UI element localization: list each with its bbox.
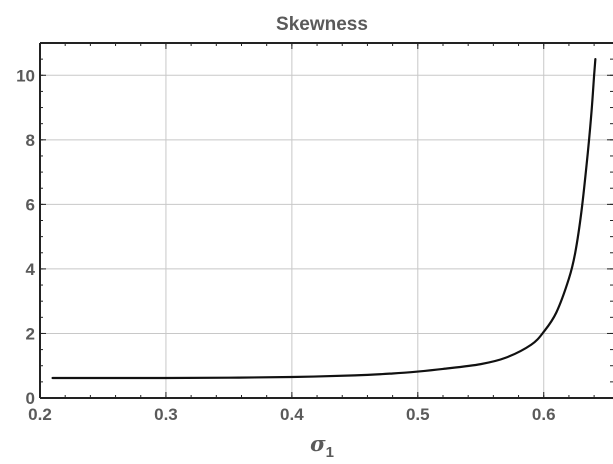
y-tick-label: 6 bbox=[26, 195, 35, 214]
y-tick-label: 2 bbox=[26, 324, 35, 343]
plot-frame bbox=[39, 42, 613, 399]
ticks bbox=[39, 42, 613, 399]
x-axis-label-main: σ bbox=[310, 431, 326, 456]
x-tick-label: 0.6 bbox=[532, 405, 556, 424]
y-tick-label: 0 bbox=[26, 389, 35, 408]
x-tick-label: 0.3 bbox=[154, 405, 178, 424]
x-tick-label: 0.4 bbox=[280, 405, 304, 424]
y-tick-label: 4 bbox=[26, 260, 36, 279]
x-tick-label: 0.5 bbox=[406, 405, 430, 424]
skewness-curve bbox=[51, 58, 597, 380]
x-axis-label-subscript: 1 bbox=[326, 444, 334, 461]
tick-labels: 0.2 0.3 0.4 0.5 0.6 0 2 4 6 8 10 bbox=[16, 66, 555, 424]
y-tick-label: 8 bbox=[26, 131, 35, 150]
grid bbox=[40, 43, 613, 398]
x-axis-label: σ1 bbox=[310, 431, 334, 461]
x-tick-label: 0.2 bbox=[28, 405, 52, 424]
chart-title: Skewness bbox=[276, 14, 368, 35]
series-group bbox=[51, 58, 597, 380]
y-tick-label: 10 bbox=[16, 66, 35, 85]
